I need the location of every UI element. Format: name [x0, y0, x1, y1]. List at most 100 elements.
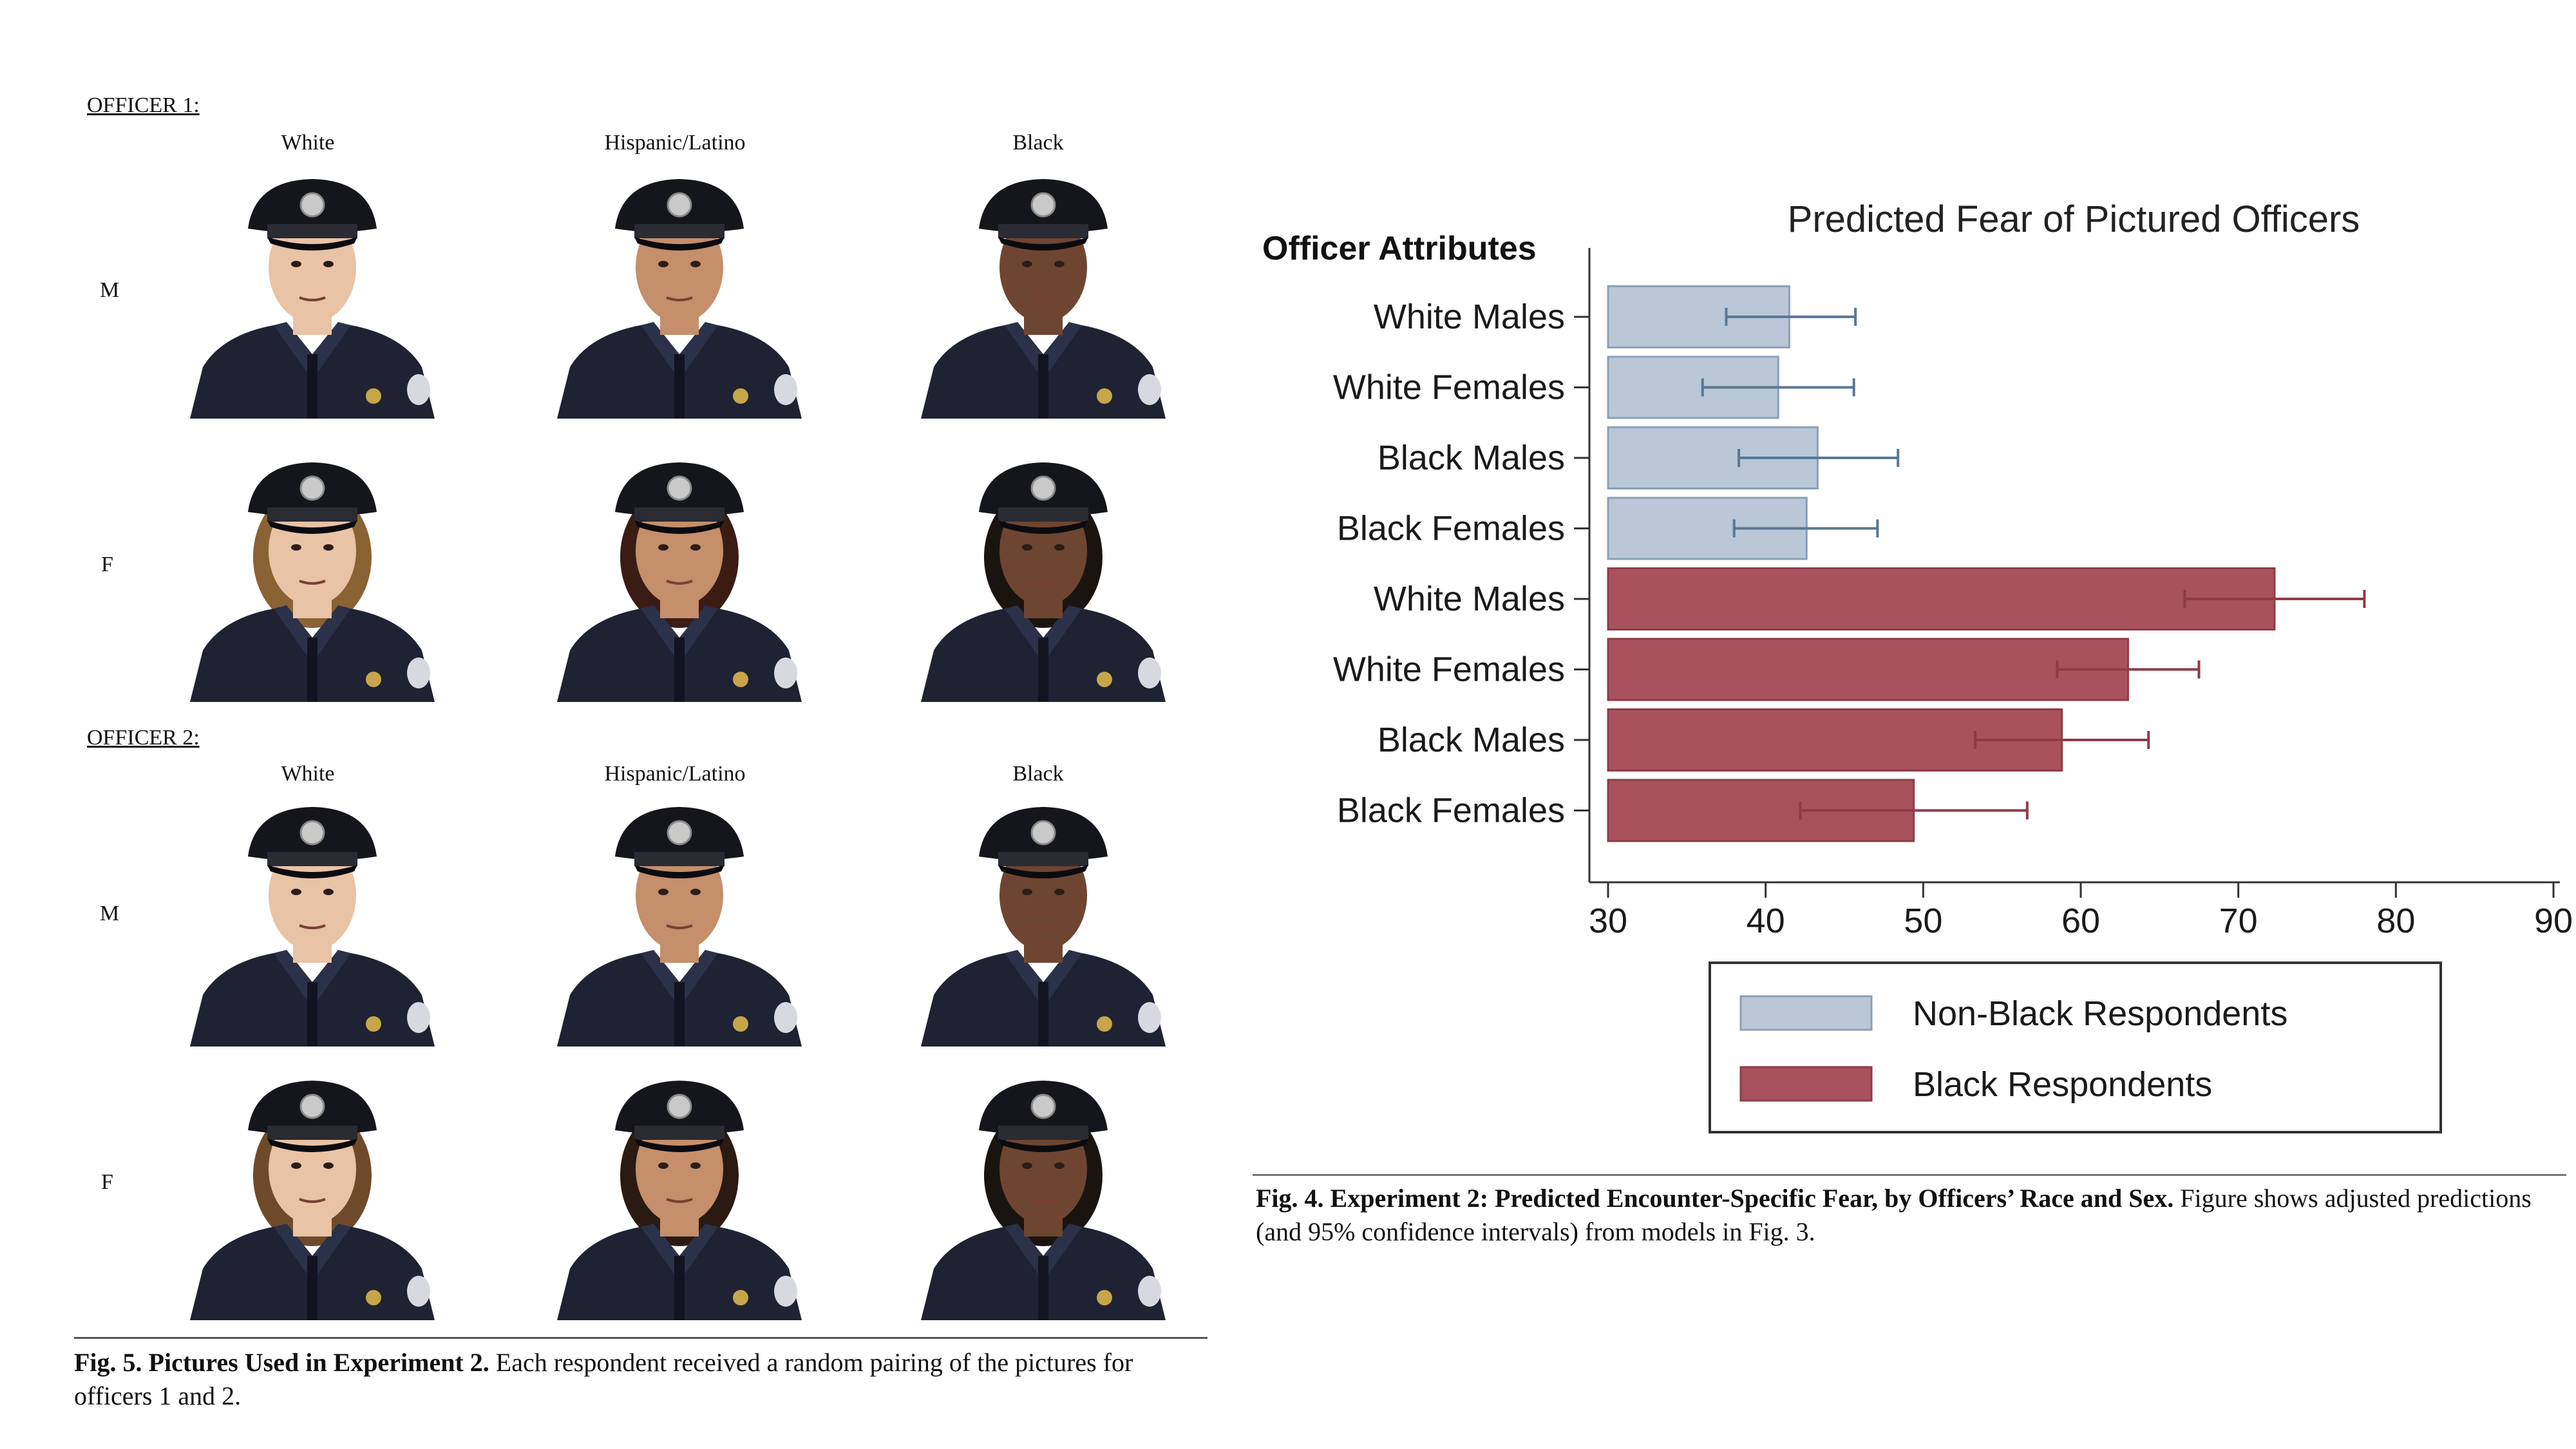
- officer-photo-2-f-hispaniclatino: [557, 1081, 802, 1320]
- face-shape: [999, 212, 1087, 323]
- cap-badge: [299, 820, 325, 846]
- eye-left: [291, 261, 301, 267]
- eye-left: [1022, 889, 1032, 895]
- cap-visor: [267, 237, 357, 251]
- face-shape: [269, 212, 356, 323]
- shoulder-patch: [774, 1276, 797, 1307]
- cap-band: [267, 1126, 357, 1140]
- mouth-shape: [299, 296, 326, 301]
- mouth-shape: [666, 924, 693, 929]
- tie-shape: [307, 638, 317, 702]
- collar-shape: [1005, 322, 1082, 380]
- shoulder-patch: [1138, 1276, 1161, 1307]
- legend-box: [1709, 961, 2442, 1133]
- eye-left: [1022, 261, 1032, 267]
- cap-visor: [267, 1139, 357, 1152]
- cap-visor: [634, 237, 724, 251]
- officer-photo-2-m-black: [921, 807, 1166, 1046]
- category-label-non-black-respondents-black-males: Black Males: [1378, 439, 1565, 477]
- officer-photo-2-f-black: [921, 1081, 1166, 1320]
- legend-swatch-black-respondents: [1739, 1066, 1873, 1102]
- eye-left: [658, 1162, 668, 1169]
- eye-right: [1054, 544, 1065, 551]
- chest-badge: [366, 388, 381, 404]
- collar-shape: [1005, 950, 1082, 1008]
- face-shape: [999, 1113, 1087, 1224]
- cap-badge: [667, 475, 692, 501]
- chest-badge: [733, 388, 748, 404]
- chart-title: Predicted Fear of Pictured Officers: [1788, 198, 2360, 240]
- officer-2-label: OFFICER 2:: [87, 726, 200, 750]
- officer-photo-2-f-white: [190, 1081, 435, 1320]
- mouth-shape: [1030, 580, 1057, 585]
- column-header-white-2: White: [281, 762, 335, 786]
- tie-shape: [1038, 1256, 1048, 1320]
- left-caption-rule: [74, 1337, 1208, 1339]
- x-tick-label-70: 70: [2219, 902, 2258, 940]
- mouth-shape: [299, 580, 326, 585]
- collar-shape: [1005, 605, 1082, 663]
- cap-badge: [299, 475, 325, 501]
- officer-photo-2-m-hispaniclatino: [557, 807, 802, 1046]
- cap-badge: [1030, 475, 1056, 501]
- collar-shape: [274, 1224, 351, 1282]
- cap-badge: [1030, 1094, 1056, 1119]
- chart-y-axis-label: Officer Attributes: [1262, 230, 1537, 267]
- cap-badge: [1030, 820, 1056, 846]
- cap-badge: [299, 192, 325, 218]
- shoulder-patch: [774, 374, 797, 405]
- cap-badge: [667, 192, 692, 218]
- cap-band: [998, 224, 1088, 238]
- row-header-male-2: M: [100, 902, 120, 925]
- fig4-caption-bold: Fig. 4. Experiment 2: Predicted Encounte…: [1256, 1184, 2174, 1213]
- chest-badge: [733, 1290, 748, 1305]
- eye-left: [658, 544, 668, 551]
- mouth-shape: [299, 1198, 326, 1203]
- cap-band: [267, 224, 357, 238]
- cap-band: [634, 224, 724, 238]
- cap-badge: [667, 820, 692, 846]
- category-label-non-black-respondents-white-males: White Males: [1374, 298, 1565, 336]
- officer-1-label: OFFICER 1:: [87, 93, 200, 117]
- collar-shape: [641, 1224, 718, 1282]
- cap-visor: [634, 865, 724, 878]
- collar-shape: [1005, 1224, 1082, 1282]
- fig5-caption-bold: Fig. 5. Pictures Used in Experiment 2.: [74, 1348, 489, 1377]
- eye-left: [291, 889, 301, 895]
- face-shape: [636, 495, 723, 606]
- chest-badge: [366, 672, 381, 687]
- shoulder-patch: [1138, 374, 1161, 405]
- cap-band: [634, 852, 724, 866]
- eye-left: [658, 889, 668, 895]
- eye-left: [1022, 544, 1032, 551]
- officer-photo-1-m-white: [190, 179, 435, 419]
- shoulder-patch: [407, 374, 430, 405]
- collar-shape: [641, 322, 718, 380]
- officer-photo-1-f-white: [190, 462, 435, 702]
- eye-right: [690, 544, 701, 551]
- collar-shape: [274, 322, 351, 380]
- legend-swatch-non-black-respondents: [1739, 995, 1873, 1031]
- eye-right: [690, 261, 701, 267]
- chest-badge: [733, 672, 748, 687]
- tie-shape: [674, 982, 685, 1046]
- cap-badge: [667, 1094, 692, 1119]
- tie-shape: [1038, 982, 1048, 1046]
- cap-band: [267, 507, 357, 522]
- mouth-shape: [1030, 924, 1057, 929]
- legend-label-black-respondents: Black Respondents: [1913, 1065, 2212, 1104]
- eye-right: [323, 1162, 334, 1169]
- tie-shape: [1038, 638, 1048, 702]
- row-header-male: M: [100, 278, 120, 302]
- collar-shape: [274, 605, 351, 663]
- tie-shape: [1038, 354, 1048, 419]
- cap-visor: [998, 865, 1088, 878]
- face-shape: [269, 840, 356, 951]
- fig5-caption-text: Each respondent received a random pairin…: [74, 1348, 1133, 1410]
- x-tick-label-40: 40: [1747, 902, 1785, 940]
- tie-shape: [674, 1256, 685, 1320]
- collar-shape: [641, 605, 718, 663]
- officer-photo-1-f-black: [921, 462, 1166, 702]
- cap-badge: [1030, 192, 1056, 218]
- column-header-black-2: Black: [1012, 762, 1064, 786]
